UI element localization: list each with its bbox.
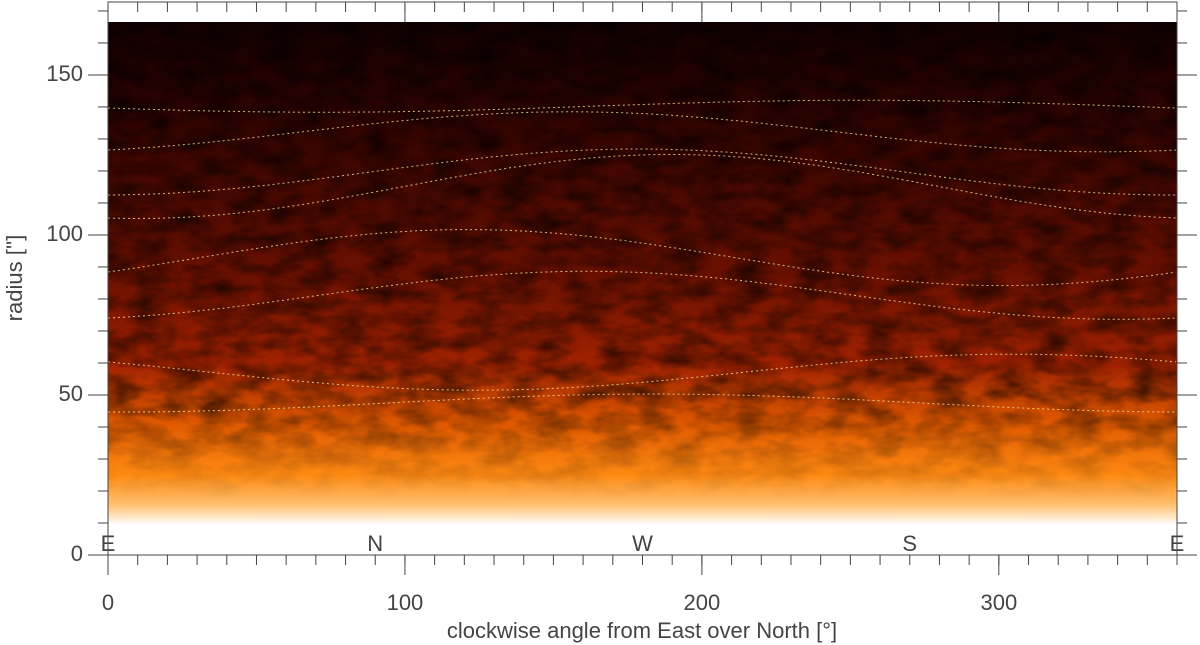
direction-label: N [367,531,383,556]
x-tick-label: 0 [102,590,114,615]
direction-label: S [902,531,917,556]
contour-line [107,99,1177,113]
x-axis-label: clockwise angle from East over North [°] [447,618,837,643]
contour-lines [107,99,1177,413]
x-tick-label: 200 [684,590,721,615]
contour-line [107,229,1177,287]
contour-line [108,393,1176,413]
contour-line [107,353,1177,391]
x-tick-label: 300 [980,590,1017,615]
y-tick-label: 150 [46,61,83,86]
contour-line [108,148,1176,196]
contour-line [107,111,1177,153]
y-axis-label: radius [''] [2,235,27,322]
y-tick-label: 50 [59,381,83,406]
y-tick-label: 100 [46,221,83,246]
contour-line [107,270,1177,320]
y-tick-label: 0 [71,541,83,566]
direction-label: W [632,531,653,556]
direction-label: E [101,531,116,556]
direction-label: E [1170,531,1185,556]
heatmap-texture [108,22,1177,525]
x-tick-label: 100 [387,590,424,615]
